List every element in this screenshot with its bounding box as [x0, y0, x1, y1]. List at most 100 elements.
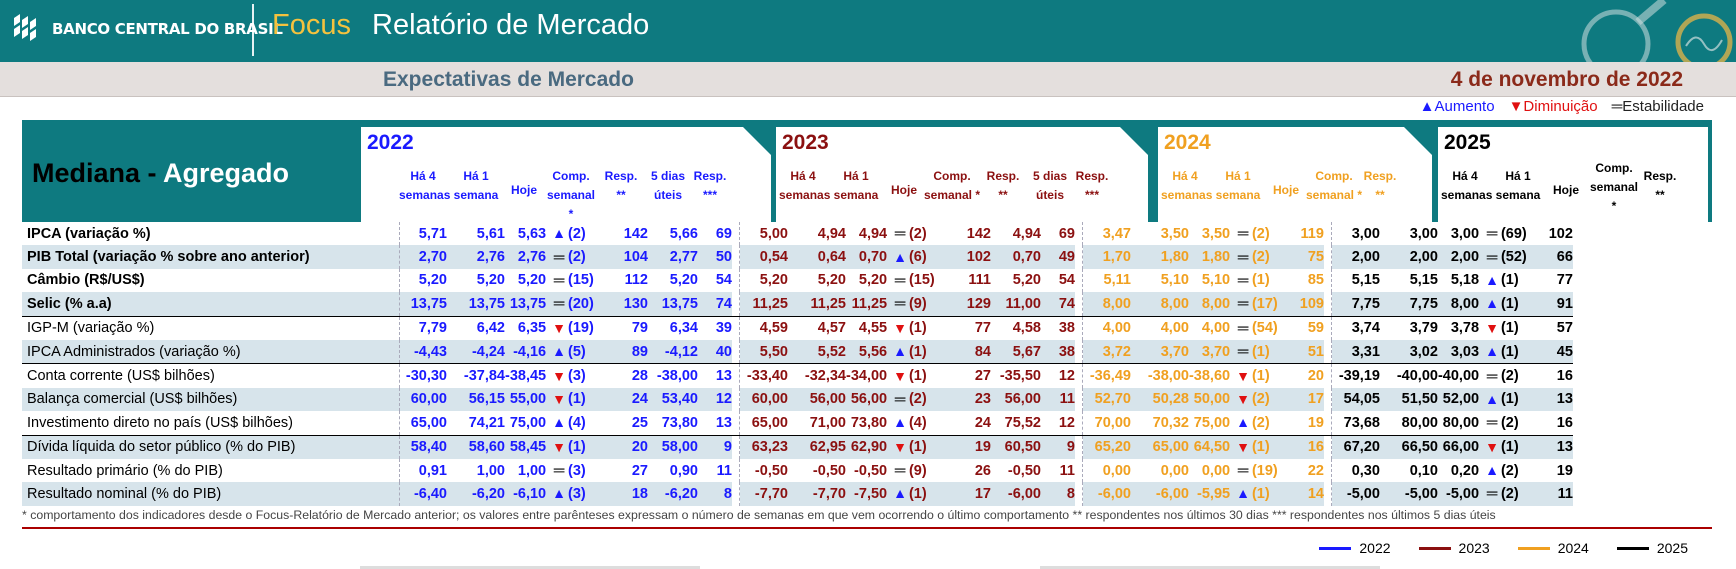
cell-dias5: 56,00 — [990, 387, 1041, 412]
cell-ha1: 74,21 — [468, 414, 505, 431]
cell-ha4: 5,20 — [739, 268, 788, 293]
cell-ha1: 2,00 — [1379, 245, 1438, 269]
legend-item-2024: 2024 — [1517, 540, 1589, 556]
cell-trend: ═ — [546, 459, 566, 482]
trend-stable-icon: ═ — [1237, 343, 1249, 361]
trend-stable-icon: ═ — [1237, 271, 1249, 289]
bank-name: BANCO CENTRAL DO BRASIL — [52, 20, 283, 38]
trend-stable-icon: ═ — [1486, 225, 1498, 243]
trend-stable-icon: ═ — [1237, 248, 1249, 266]
magnifier-decoration-icon — [1581, 0, 1733, 62]
cell-hoje: 75,00 — [509, 414, 547, 431]
cell-resp: 24 — [603, 387, 648, 412]
cell-ha4: 60,00 — [739, 387, 788, 412]
cell-ha1: 7,75 — [1379, 292, 1438, 317]
cell-resp: 66 — [1538, 245, 1573, 269]
table-row: Selic (% a.a) 13,75 13,75 13,75 ═ (20) 130 13,7… — [22, 292, 1573, 317]
cell-trend: ═ — [887, 387, 907, 412]
cell-ha1: 50,28 — [1130, 387, 1189, 412]
trend-down-icon: ▼ — [893, 367, 907, 384]
row-label: PIB Total (variação % sobre ano anterior… — [22, 245, 399, 269]
legend-label: 2023 — [1458, 540, 1490, 556]
cell-ha1: -40,00 — [1379, 363, 1438, 388]
footer-bar-right — [1040, 566, 1380, 569]
cell-hoje: 3,70 — [1188, 339, 1231, 364]
cell-resp3: 13 — [715, 414, 732, 431]
cell-weeks: (9) — [906, 292, 947, 317]
block-gap — [1074, 363, 1083, 388]
legend-down: ▼Diminuição — [1508, 98, 1598, 115]
cell-resp3: 13 — [697, 363, 732, 388]
cell-dias5: 13,75 — [647, 292, 698, 317]
cell-resp: 23 — [946, 387, 991, 412]
cell-resp3: 11 — [716, 462, 732, 479]
bcb-logo: BANCO CENTRAL DO BRASIL — [10, 12, 283, 46]
col-header-hoje: Hoje — [510, 183, 537, 197]
cell-ha1: 51,50 — [1379, 387, 1438, 412]
cell-resp: 75 — [1289, 245, 1324, 269]
cell-ha4: 8,00 — [1082, 292, 1131, 317]
cell-ha4: 5,71 — [398, 222, 447, 246]
cell-dias5: -4,12 — [647, 339, 698, 364]
cell-trend: ▲ — [1479, 292, 1499, 317]
cell-trend: ▲ — [546, 411, 566, 435]
cell-ha4: -5,00 — [1331, 482, 1380, 506]
block-gap — [1074, 458, 1083, 483]
cell-weeks: (2) — [567, 225, 586, 242]
cell-dias5: -6,20 — [647, 482, 698, 506]
cell-resp: 104 — [603, 245, 648, 269]
cell-resp3: 74 — [1040, 292, 1075, 317]
cell-trend: ▼ — [546, 387, 566, 412]
cell-ha1: 66,50 — [1379, 434, 1438, 459]
cell-weeks: (3) — [565, 482, 604, 506]
cell-ha4: 65,00 — [739, 411, 788, 436]
col-header-ha4: Há 4 semanas — [1441, 169, 1493, 202]
cell-resp: 129 — [946, 292, 991, 317]
header-corner — [1120, 127, 1148, 155]
cell-hoje: 1,00 — [517, 462, 547, 479]
cell-weeks: (1) — [1498, 387, 1539, 412]
block-gap — [1323, 339, 1332, 364]
expectations-table: IPCA (variação %) 5,71 5,61 5,63 ▲ (2) 142 5,66… — [22, 222, 1573, 506]
cell-hoje: 3,00 — [1450, 225, 1480, 242]
cell-ha1: 58,60 — [447, 434, 505, 459]
cell-ha1: 0,10 — [1409, 462, 1438, 479]
cell-resp3: 39 — [697, 315, 732, 340]
bcb-logo-icon — [14, 14, 36, 41]
cell-resp: 102 — [946, 245, 991, 269]
cell-ha4: 5,15 — [1331, 268, 1380, 293]
cell-ha4: -36,49 — [1082, 363, 1131, 388]
cell-ha1: -38,00 — [1130, 363, 1189, 388]
cell-hoje: 5,20 — [858, 272, 888, 289]
row-label: IPCA Administrados (variação %) — [22, 339, 399, 364]
cell-resp: 18 — [603, 482, 648, 506]
cell-weeks: (1) — [565, 387, 604, 412]
cell-hoje: 80,00 — [1442, 414, 1480, 431]
cell-ha1: 4,57 — [787, 315, 846, 340]
trend-stable-icon: ═ — [894, 271, 906, 289]
cell-ha4: 5,50 — [739, 339, 788, 364]
report-date: 4 de novembro de 2022 — [1450, 68, 1683, 91]
cell-resp: 13 — [1538, 434, 1573, 459]
legend-item-2022: 2022 — [1319, 540, 1391, 556]
cell-ha4: -6,00 — [1082, 482, 1131, 506]
cell-resp: 19 — [1556, 462, 1573, 479]
legend-eq-label: Estabilidade — [1622, 98, 1704, 115]
cell-dias5: 60,50 — [990, 434, 1041, 459]
cell-resp: 111 — [968, 272, 991, 289]
trend-down-icon: ▼ — [1485, 438, 1499, 455]
trend-stable-icon: ═ — [1486, 414, 1498, 432]
cell-dias5: 53,40 — [647, 387, 698, 412]
cell-ha4: 73,68 — [1331, 411, 1380, 436]
legend-label: 2025 — [1656, 540, 1688, 556]
row-label: Conta corrente (US$ bilhões) — [22, 363, 399, 388]
cell-resp: 130 — [603, 292, 648, 317]
cell-ha1: -37,84 — [447, 363, 505, 388]
cell-resp: 109 — [1289, 292, 1324, 317]
cell-dias5: 5,67 — [990, 339, 1041, 364]
table-row: PIB Total (variação % sobre ano anterior… — [22, 245, 1573, 269]
cell-hoje: 4,00 — [1188, 315, 1231, 340]
cell-ha1: 3,70 — [1130, 339, 1189, 364]
cell-hoje: 52,00 — [1437, 387, 1480, 412]
cell-ha4: 0,54 — [739, 245, 788, 269]
